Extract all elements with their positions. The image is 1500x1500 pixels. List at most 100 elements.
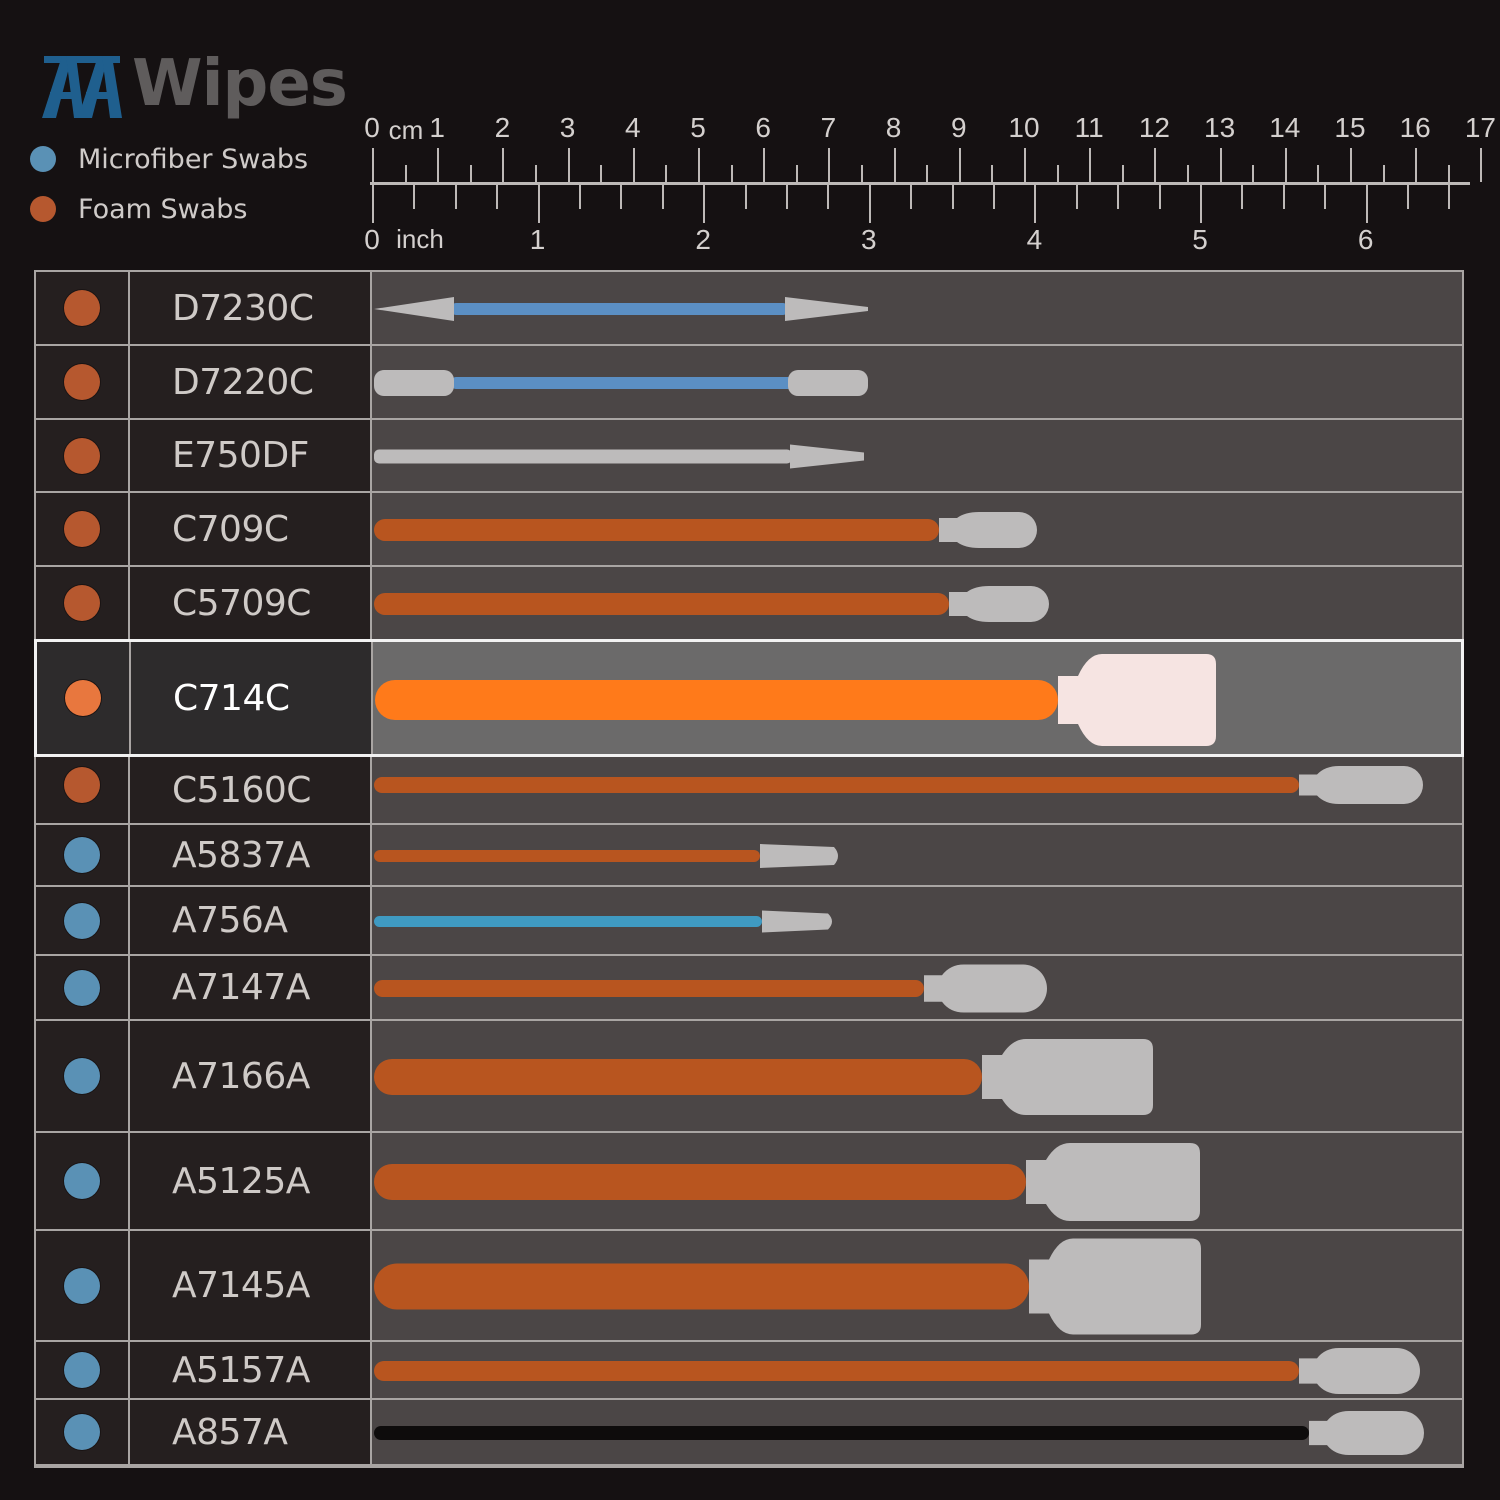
swab-image-cell xyxy=(372,1021,1462,1131)
foam-dot-icon xyxy=(64,585,100,621)
cm-label: 3 xyxy=(559,112,576,143)
cm-label: 5 xyxy=(690,112,706,143)
cm-tick xyxy=(763,148,766,182)
type-cell xyxy=(36,956,130,1019)
foam-dot-icon xyxy=(64,767,100,803)
inch-tick xyxy=(1282,185,1285,209)
table-row[interactable]: A7145A xyxy=(36,1231,1462,1342)
table-row[interactable]: C5160C xyxy=(36,757,1462,825)
inch-tick xyxy=(1407,185,1410,209)
inch-label: 3 xyxy=(861,224,877,255)
cm-tick xyxy=(535,165,537,182)
cm-label: 16 xyxy=(1399,112,1431,143)
code-cell: C709C xyxy=(130,493,372,565)
legend-label: Foam Swabs xyxy=(78,193,248,225)
brand-name: Wipes xyxy=(132,47,348,121)
inch-label: 0 xyxy=(364,224,380,255)
cm-tick xyxy=(1219,148,1222,182)
cm-tick xyxy=(372,148,374,182)
swab-image-cell xyxy=(372,1133,1462,1229)
microfiber-dot-icon xyxy=(64,837,100,873)
type-cell xyxy=(36,1342,130,1398)
cm-tick xyxy=(1154,148,1157,182)
code-cell: A857A xyxy=(130,1400,372,1464)
ruler: 0 1 2 3 4 5 6 7 8 9 10 11 12 13 14 15 16 17 cm 0 1 2 3 4 5 6 inch xyxy=(360,108,1496,268)
table-row[interactable]: C709C xyxy=(36,493,1462,567)
table-row[interactable]: D7230C xyxy=(36,272,1462,346)
inch-tick xyxy=(661,185,664,209)
brand-logo: Wipes xyxy=(36,30,348,121)
code-cell: A5837A xyxy=(130,825,372,885)
type-cell xyxy=(36,1231,130,1340)
table-row[interactable]: C5709C xyxy=(36,567,1462,641)
inch-label: 5 xyxy=(1192,224,1208,255)
inch-tick xyxy=(413,185,416,209)
swab-illustration xyxy=(374,1411,1424,1455)
table-row[interactable]: A7147A xyxy=(36,956,1462,1021)
cm-label: 1 xyxy=(429,112,445,143)
foam-dot-icon xyxy=(64,437,100,474)
inch-tick xyxy=(910,185,913,209)
cm-tick xyxy=(1252,165,1255,182)
code-cell: C5160C xyxy=(130,757,372,823)
swab-image-cell xyxy=(372,272,1462,344)
cm-tick xyxy=(1447,165,1450,182)
swab-image-cell xyxy=(372,1342,1462,1398)
microfiber-dot-icon xyxy=(64,1058,100,1094)
code-cell: A5125A xyxy=(130,1133,372,1229)
code-cell: C5709C xyxy=(130,567,372,639)
table-row[interactable]: E750DF xyxy=(36,420,1462,493)
inch-tick xyxy=(868,185,871,223)
type-cell xyxy=(36,1021,130,1131)
cm-label: 4 xyxy=(625,112,641,143)
inch-tick xyxy=(537,185,540,223)
inch-tick xyxy=(993,185,996,209)
code-cell: A756A xyxy=(130,887,372,954)
table-row[interactable]: C714C xyxy=(34,639,1464,757)
inch-tick xyxy=(703,185,706,223)
legend-item-foam: Foam Swabs xyxy=(30,184,308,234)
table-row[interactable]: A756A xyxy=(36,887,1462,956)
table-row[interactable]: A857A xyxy=(36,1400,1462,1466)
table-row[interactable]: A5157A xyxy=(36,1342,1462,1400)
product-code: A7166A xyxy=(172,1055,310,1097)
cm-tick xyxy=(502,148,505,182)
swab-illustration xyxy=(374,766,1423,804)
swab-image-cell xyxy=(373,642,1461,754)
cm-tick xyxy=(1382,165,1385,182)
microfiber-dot-icon xyxy=(64,1163,100,1199)
swab-image-cell xyxy=(372,956,1462,1019)
table-row[interactable]: A5125A xyxy=(36,1133,1462,1231)
legend: Microfiber Swabs Foam Swabs xyxy=(30,134,308,234)
foam-dot-icon xyxy=(64,511,100,547)
microfiber-dot-icon xyxy=(64,1414,100,1450)
inch-tick xyxy=(1324,185,1327,209)
code-cell: C714C xyxy=(131,642,373,754)
cm-tick xyxy=(926,165,929,182)
swab-image-cell xyxy=(372,346,1462,418)
swab-image-cell xyxy=(372,567,1462,639)
cm-label: 2 xyxy=(494,112,511,143)
swab-illustration xyxy=(374,1348,1420,1394)
cm-tick xyxy=(991,165,994,182)
cm-label: 13 xyxy=(1204,112,1236,143)
cm-label: 17 xyxy=(1464,112,1496,143)
cm-tick xyxy=(1480,148,1483,182)
cm-tick xyxy=(600,165,603,182)
type-cell xyxy=(36,1400,130,1464)
cm-tick xyxy=(1350,148,1352,182)
product-code: C5160C xyxy=(172,769,311,811)
code-cell: D7220C xyxy=(130,346,372,418)
cm-label: 9 xyxy=(951,112,967,143)
table-row[interactable]: A5837A xyxy=(36,825,1462,887)
table-row[interactable]: D7220C xyxy=(36,346,1462,420)
type-cell xyxy=(36,567,130,639)
table-row[interactable]: A7166A xyxy=(36,1021,1462,1133)
code-cell: A7166A xyxy=(130,1021,372,1131)
cm-label: 11 xyxy=(1074,112,1104,143)
swab-illustration xyxy=(374,1238,1201,1335)
type-cell xyxy=(36,887,130,954)
swab-illustration xyxy=(374,297,868,321)
foam-dot-icon xyxy=(65,680,101,716)
cm-tick xyxy=(698,148,700,182)
